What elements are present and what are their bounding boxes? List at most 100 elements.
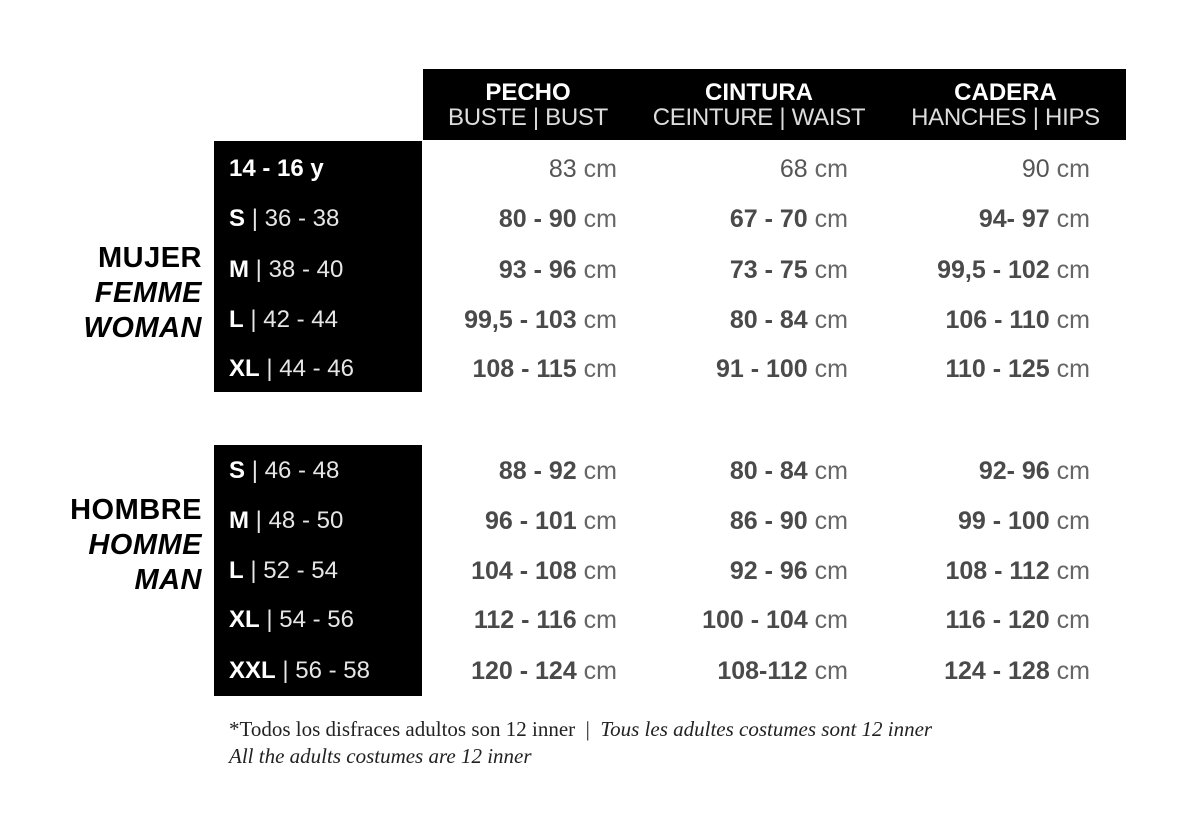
measurement-cell: 80 - 84 cm	[730, 451, 848, 491]
column-subtitle: HANCHES | HIPS	[911, 104, 1100, 131]
measurement-value: 90	[1021, 155, 1050, 183]
man-size-column	[214, 445, 422, 696]
measurement-cell: 67 - 70 cm	[730, 199, 848, 239]
measurement-value: 67 - 70	[729, 205, 808, 233]
size-label: M | 38 - 40	[229, 250, 343, 290]
measurement-value: 106 - 110	[945, 306, 1050, 334]
measurement-cell: 124 - 128 cm	[944, 651, 1090, 691]
size-range: | 56 - 58	[282, 657, 370, 684]
measurement-unit: cm	[1056, 256, 1090, 284]
column-header-hips: CADERA HANCHES | HIPS	[885, 69, 1126, 140]
measurement-value: 108-112	[717, 657, 808, 685]
column-title: CINTURA	[705, 79, 813, 106]
measurement-value: 104 - 108	[471, 557, 577, 585]
measurement-unit: cm	[583, 155, 617, 183]
table-row: S | 36 - 38 80 - 90 cm 67 - 70 cm 94- 97 cm	[0, 199, 1200, 239]
size-range: | 44 - 46	[266, 355, 354, 382]
table-row: 14 - 16 y 83 cm 68 cm 90 cm	[0, 149, 1200, 189]
measurement-cell: 104 - 108 cm	[471, 551, 617, 591]
size-code: XL	[229, 606, 260, 633]
table-row: XXL | 56 - 58 120 - 124 cm 108-112 cm 124 -…	[0, 651, 1200, 691]
size-label: S | 46 - 48	[229, 451, 339, 491]
size-code: S	[229, 205, 246, 232]
measurement-cell: 86 - 90 cm	[730, 501, 848, 541]
size-label: L | 42 - 44	[229, 300, 338, 340]
measurement-cell: 99,5 - 103 cm	[464, 300, 617, 340]
measurement-value: 86 - 90	[729, 507, 808, 535]
measurement-unit: cm	[814, 657, 848, 685]
group-label-es: HOMBRE	[70, 494, 202, 526]
table-row: S | 46 - 48 88 - 92 cm 80 - 84 cm 92- 96 cm	[0, 451, 1200, 491]
column-header-waist: CINTURA CEINTURE | WAIST	[633, 69, 885, 140]
size-label: S | 36 - 38	[229, 199, 339, 239]
measurement-cell: 83 cm	[549, 149, 617, 189]
measurement-value: 99,5 - 102	[937, 256, 1050, 284]
size-code: 14 - 16 y	[229, 155, 324, 182]
column-header-bar: PECHO BUSTE | BUST CINTURA CEINTURE | WA…	[423, 69, 1126, 140]
column-subtitle: CEINTURE | WAIST	[652, 104, 866, 131]
measurement-cell: 91 - 100 cm	[716, 349, 848, 389]
measurement-unit: cm	[814, 256, 848, 284]
measurement-unit: cm	[814, 507, 848, 535]
measurement-value: 110 - 125	[945, 355, 1050, 383]
size-code: M	[229, 256, 249, 283]
measurement-cell: 108-112 cm	[717, 651, 848, 691]
measurement-value: 83	[548, 155, 577, 183]
measurement-value: 124 - 128	[944, 657, 1050, 685]
table-row: M | 48 - 50 96 - 101 cm 86 - 90 cm 99 - 100…	[0, 501, 1200, 541]
measurement-cell: 100 - 104 cm	[702, 600, 848, 640]
size-range: | 38 - 40	[255, 256, 344, 283]
measurement-cell: 99,5 - 102 cm	[937, 250, 1090, 290]
measurement-value: 100 - 104	[702, 606, 808, 634]
size-code: S	[229, 457, 246, 484]
group-label-en: MAN	[134, 564, 202, 596]
measurement-unit: cm	[583, 256, 617, 284]
measurement-cell: 108 - 112 cm	[945, 551, 1090, 591]
measurement-unit: cm	[583, 205, 617, 233]
measurement-cell: 73 - 75 cm	[730, 250, 848, 290]
measurement-unit: cm	[814, 205, 848, 233]
measurement-cell: 120 - 124 cm	[471, 651, 617, 691]
footnote-french: Tous les adultes costumes sont 12 inner	[600, 717, 933, 741]
measurement-unit: cm	[814, 606, 848, 634]
footnote-spanish: *Todos los disfraces adultos son 12 inne…	[229, 717, 576, 741]
measurement-unit: cm	[583, 657, 617, 685]
measurement-unit: cm	[814, 457, 848, 485]
measurement-value: 80 - 90	[498, 205, 577, 233]
column-header-bust: PECHO BUSTE | BUST	[423, 69, 633, 140]
size-label: XL | 44 - 46	[229, 349, 354, 389]
measurement-value: 108 - 112	[945, 557, 1050, 585]
size-label: XL | 54 - 56	[229, 600, 354, 640]
size-range: | 52 - 54	[250, 557, 338, 584]
measurement-unit: cm	[1056, 657, 1090, 685]
measurement-cell: 116 - 120 cm	[945, 600, 1090, 640]
measurement-cell: 94- 97 cm	[979, 199, 1090, 239]
measurement-cell: 110 - 125 cm	[945, 349, 1090, 389]
measurement-cell: 92- 96 cm	[979, 451, 1090, 491]
footnote-separator: |	[585, 717, 590, 741]
footnote-english: All the adults costumes are 12 inner	[229, 744, 532, 768]
measurement-value: 99 - 100	[957, 507, 1050, 535]
measurement-cell: 108 - 115 cm	[472, 349, 617, 389]
size-code: XL	[229, 355, 260, 382]
measurement-cell: 99 - 100 cm	[958, 501, 1090, 541]
group-label-es: MUJER	[97, 242, 202, 274]
measurement-unit: cm	[814, 155, 848, 183]
measurement-unit: cm	[814, 306, 848, 334]
measurement-value: 120 - 124	[471, 657, 577, 685]
table-row: XL | 54 - 56 112 - 116 cm 100 - 104 cm 116 …	[0, 600, 1200, 640]
measurement-value: 92 - 96	[729, 557, 808, 585]
column-subtitle: BUSTE | BUST	[448, 104, 608, 131]
measurement-value: 108 - 115	[472, 355, 577, 383]
measurement-unit: cm	[814, 557, 848, 585]
measurement-unit: cm	[814, 355, 848, 383]
size-code: L	[229, 557, 244, 584]
measurement-value: 92- 96	[978, 457, 1050, 485]
footnote: *Todos los disfraces adultos son 12 inne…	[229, 716, 932, 770]
size-range: | 36 - 38	[251, 205, 340, 232]
size-range: | 46 - 48	[251, 457, 340, 484]
measurement-unit: cm	[1056, 606, 1090, 634]
measurement-cell: 68 cm	[780, 149, 848, 189]
measurement-unit: cm	[1056, 557, 1090, 585]
measurement-value: 91 - 100	[715, 355, 808, 383]
